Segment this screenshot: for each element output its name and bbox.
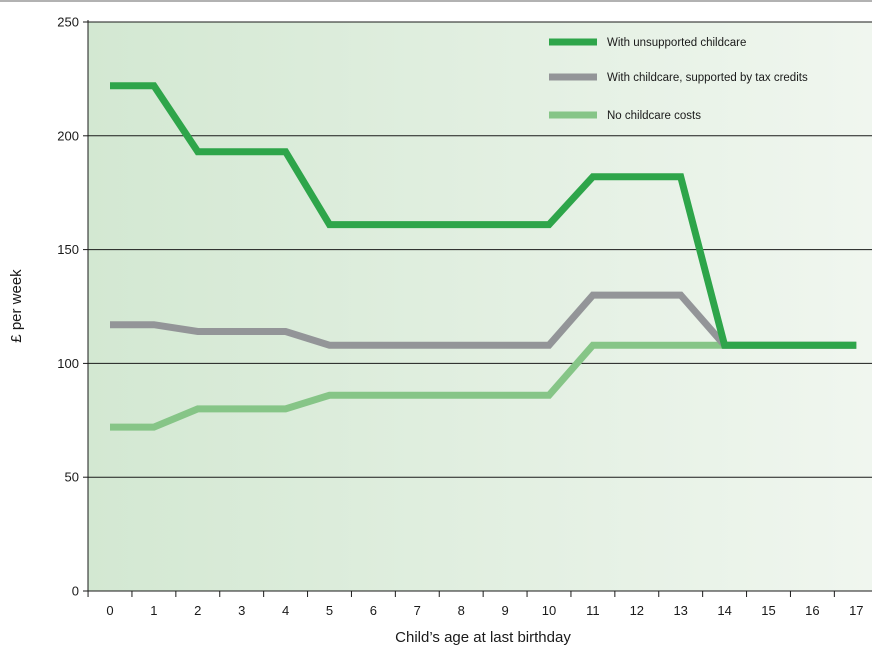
x-tick-label: 4 [282, 603, 289, 618]
x-tick-label: 0 [106, 603, 113, 618]
x-tick-label: 13 [673, 603, 687, 618]
x-axis-title: Child’s age at last birthday [395, 629, 571, 646]
x-tick-label: 1 [150, 603, 157, 618]
y-axis-title: £ per week [8, 269, 25, 343]
y-tick-label: 200 [57, 128, 79, 143]
x-tick-label: 7 [414, 603, 421, 618]
y-tick-label: 150 [57, 242, 79, 257]
x-tick-label: 14 [717, 603, 731, 618]
x-tick-label: 5 [326, 603, 333, 618]
x-tick-label: 9 [501, 603, 508, 618]
legend: With unsupported childcare With childcare… [549, 37, 808, 122]
x-tick-label: 2 [194, 603, 201, 618]
y-tick-label: 250 [57, 15, 79, 30]
y-tick-label: 0 [72, 584, 79, 599]
x-tick-label: 17 [849, 603, 863, 618]
series-line-0 [110, 82, 857, 349]
x-tick-label: 12 [630, 603, 644, 618]
y-tick-label: 100 [57, 356, 79, 371]
x-tick-label: 11 [586, 603, 600, 618]
legend-label-0: With unsupported childcare [607, 37, 746, 49]
plot-background [88, 22, 872, 591]
series-lines [110, 82, 857, 431]
x-tick-label: 8 [458, 603, 465, 618]
x-tick-label: 10 [542, 603, 556, 618]
gridlines [88, 21, 872, 478]
y-tick-label: 50 [65, 470, 79, 485]
legend-label-1: With childcare, supported by tax credits [607, 72, 808, 84]
x-tick-label: 6 [370, 603, 377, 618]
x-tick-label: 3 [238, 603, 245, 618]
x-tick-label: 16 [805, 603, 819, 618]
legend-label-2: No childcare costs [607, 110, 701, 122]
x-tick-label: 15 [761, 603, 775, 618]
